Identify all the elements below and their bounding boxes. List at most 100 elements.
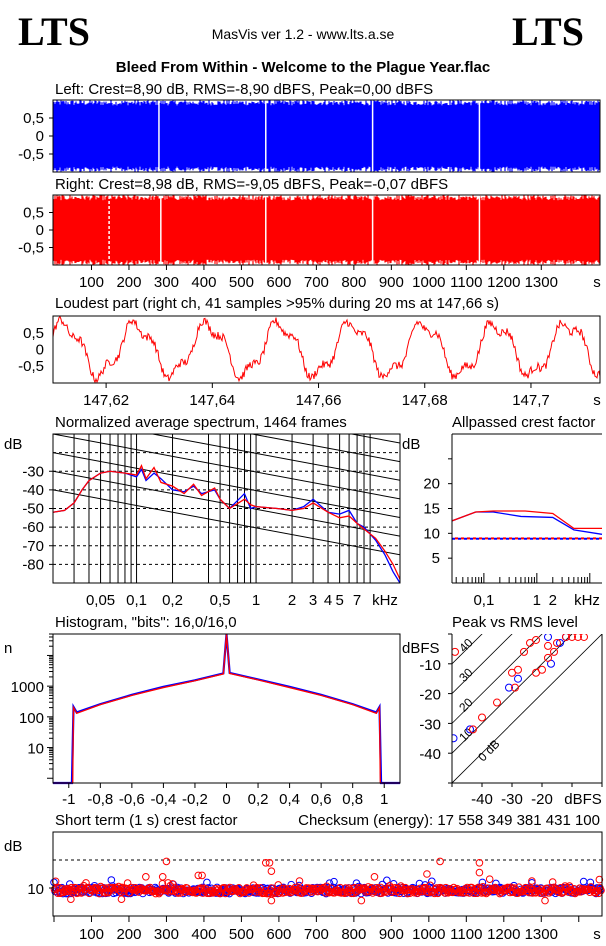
peak-rms-point: [574, 634, 582, 641]
crest-point: [51, 877, 60, 886]
x-tick-label: 0,5: [210, 592, 231, 609]
crest-point-outlier: [267, 896, 276, 905]
crest-point: [548, 878, 557, 886]
crest-point: [168, 880, 177, 888]
crest-point-outlier: [475, 859, 484, 867]
crest-point: [438, 885, 447, 893]
waveform_left-title: Left: Crest=8,90 dB, RMS=-8,90 dBFS, Pea…: [55, 81, 433, 98]
crest-point: [415, 887, 423, 896]
crest-point: [488, 884, 496, 893]
histogram-y-unit: n: [4, 640, 12, 657]
y-tick-label: -30: [22, 463, 44, 480]
crest-line-label: 0 dB: [475, 737, 502, 764]
x-tick-label: 0,2: [162, 592, 183, 609]
crest-point: [67, 883, 76, 892]
x-tick-label: 800: [341, 926, 366, 943]
crest-point-outlier: [142, 873, 150, 881]
y-tick-label: 15: [423, 501, 440, 518]
crest-point: [96, 882, 105, 891]
crest-point: [55, 883, 63, 892]
peak-rms-point: [493, 698, 501, 707]
crest-point-outlier: [295, 877, 304, 885]
crest-point: [364, 883, 373, 891]
y-tick-label: 0,5: [23, 110, 44, 127]
crest-point: [470, 889, 478, 898]
peak-rms-point: [452, 734, 458, 743]
peak-rms-y-unit: dBFS: [402, 640, 440, 657]
x-tick-label: 1300: [525, 926, 558, 943]
x-tick-label: 7: [353, 592, 361, 609]
x-tick-label: -0,8: [87, 791, 113, 808]
y-tick-label: -20: [419, 687, 441, 704]
peak-rms-point: [556, 638, 564, 647]
allpassed-title: Allpassed crest factor: [452, 414, 595, 431]
lts-logo-left: LTS: [18, 9, 90, 54]
y-tick-label: -0,5: [18, 240, 44, 257]
x-tick-label: 1: [380, 791, 388, 808]
crest-point-outlier: [528, 877, 536, 885]
x-unit-label: kHz: [372, 592, 398, 609]
x-tick-label: -0,4: [150, 791, 176, 808]
x-tick-label: 800: [341, 274, 366, 291]
crest-point: [561, 882, 569, 890]
x-tick-label: 1: [533, 592, 541, 609]
crest-point: [485, 875, 494, 883]
spectrum-y-unit: dB: [4, 436, 22, 453]
waveform_right-title: Right: Crest=8,98 dB, RMS=-9,05 dBFS, Pe…: [55, 176, 448, 193]
x-tick-label: -0,6: [119, 791, 145, 808]
slope-line: [53, 452, 400, 519]
crest-point: [214, 885, 223, 893]
crest-point-outlier: [194, 871, 203, 880]
y-tick-label: -10: [419, 657, 441, 674]
crest-point: [107, 876, 116, 884]
y-tick-label: 10: [423, 525, 440, 542]
x-tick-label: 900: [379, 274, 404, 291]
crest-point: [153, 887, 161, 895]
x-tick-label: -0,2: [182, 791, 208, 808]
x-tick-label: 500: [229, 274, 254, 291]
x-unit-label: s: [593, 926, 601, 943]
crest-point-outlier: [595, 875, 604, 884]
waveform_left-chart: [53, 100, 600, 172]
crest-point: [449, 883, 458, 892]
x-tick-label: 0,4: [279, 791, 300, 808]
crest-point-outlier: [162, 857, 171, 866]
slope-lines: [53, 434, 400, 556]
y-tick-label: -0,5: [18, 358, 44, 375]
crest-point: [507, 883, 515, 892]
x-tick-label: -1: [62, 791, 75, 808]
slope-line: [53, 489, 400, 556]
crest-series-1: [451, 510, 602, 530]
histogram-frame: [52, 633, 401, 784]
slope-line: [149, 434, 400, 481]
x-tick-label: 1000: [412, 926, 445, 943]
checksum-text: Checksum (energy): 17 558 349 381 431 10…: [298, 812, 600, 829]
crest-point: [108, 884, 116, 893]
crest-point: [326, 888, 334, 896]
x-tick-label: -20: [531, 791, 553, 808]
loudest-part-frame: [52, 315, 601, 384]
peak-rms-point: [580, 634, 588, 641]
loudest-part-title: Loudest part (right ch, 41 samples >95% …: [55, 295, 499, 312]
x-tick-label: 400: [191, 926, 216, 943]
x-tick-label: 400: [191, 274, 216, 291]
x-tick-label: 900: [379, 926, 404, 943]
short-term-frame: [52, 831, 603, 917]
spectrum-title: Normalized average spectrum, 1464 frames: [55, 414, 347, 431]
slope-line: [53, 470, 400, 537]
x-tick-label: 300: [154, 274, 179, 291]
peak-rms-point: [514, 674, 522, 683]
crest-point-outlier: [475, 868, 484, 877]
crest-point: [428, 877, 436, 886]
peak-rms-point: [478, 713, 486, 722]
peak-rms-point: [526, 638, 534, 647]
x-tick-label: 1: [252, 592, 260, 609]
file-title: Bleed From Within - Welcome to the Plagu…: [115, 59, 491, 76]
x-tick-label: 147,66: [296, 392, 342, 409]
y-tick-label: -60: [22, 519, 44, 536]
crest-point: [82, 879, 90, 887]
y-tick-label: 1000: [11, 679, 44, 696]
peak-rms-point: [469, 725, 477, 734]
